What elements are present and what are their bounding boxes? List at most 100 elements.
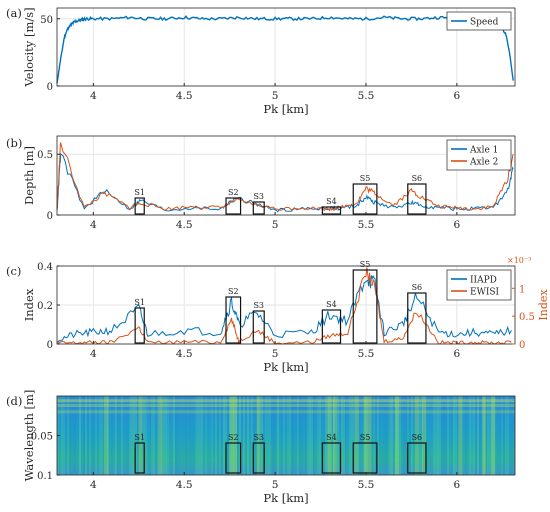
x-tick-label: 6 [453,90,460,102]
heatmap-streak [343,396,345,475]
heatmap-streak [281,396,283,475]
heatmap-streak [127,396,129,475]
heatmap-streak [95,396,97,475]
annotation-box-s2 [225,296,242,344]
heatmap-streak [331,396,333,475]
y-tick-label: 0.5 [37,150,53,161]
heatmap-bright-column-9 [363,396,368,475]
heatmap-streak [255,396,257,475]
heatmap-streak [239,396,241,475]
heatmap-streak [291,396,293,475]
heatmap-streak [293,396,295,475]
heatmap-streak [67,396,69,475]
x-tick-label: 5 [272,348,279,360]
x-tick-label: 4.5 [176,219,193,231]
y-axis-label: Velocity [m/s] [22,7,36,87]
heatmap-streak [327,396,329,475]
heatmap-streak [273,396,275,475]
x-tick-label: 5.5 [358,219,375,231]
heatmap-streak [267,396,269,475]
heatmap-streak [353,396,355,475]
heatmap-bright-column-15 [482,396,487,475]
heatmap-streak [131,396,133,475]
heatmap-bright-column-2 [158,396,163,475]
series-line-iiapd [56,274,512,344]
heatmap-streak [395,396,397,475]
heatmap-streak [369,396,371,475]
heatmap-streak [191,396,193,475]
heatmap-streak [105,396,107,475]
x-tick-label: 5.5 [358,348,375,360]
heatmap-streak [263,396,265,475]
heatmap-streak [183,396,185,475]
heatmap-streak [109,396,111,475]
heatmap-streak [393,396,395,475]
panel-c: S1 S2 S3 S4 S5 S6 4 4.5 5 5.5 6 0 0.2 0.4 0 0.5 1 ×10⁻³ In… [6,256,550,374]
annotation-label-s6: S6 [412,283,423,292]
heatmap-streak [447,396,449,475]
x-tick-label: 6 [453,479,460,491]
heatmap-streak [111,396,113,475]
heatmap-streak [445,396,447,475]
x-tick-label: 5 [272,219,279,231]
heatmap-streak [429,396,431,475]
heatmap-streak [389,396,391,475]
heatmap-streak [491,396,493,475]
heatmap-streak [499,396,501,475]
heatmap-streak [449,396,451,475]
heatmap-streak [351,396,353,475]
heatmap-streak [85,396,87,475]
heatmap-streak [277,396,279,475]
heatmap-streak [265,396,267,475]
axes-box [56,135,516,216]
annotation-box-s1 [134,197,145,215]
x-tick-label: 5.5 [358,90,375,102]
annotation-label-s4: S4 [326,197,337,206]
heatmap-streak [227,396,229,475]
heatmap-streak [323,396,325,475]
heatmap-streak [433,396,435,475]
annotation-box-s3 [252,442,265,474]
heatmap-streak [207,396,209,475]
annotation-label-s4: S4 [326,300,337,309]
heatmap-streak [297,396,299,475]
heatmap-streak [513,396,515,475]
annotation-box-s2 [225,197,242,215]
heatmap-streak [481,396,483,475]
x-axis-label: Pk [km] [263,360,308,374]
heatmap-streak [241,396,243,475]
heatmap-bright-column-4 [233,396,238,475]
annotation-label-s3: S3 [253,301,264,310]
heatmap-streak [475,396,477,475]
heatmap-streak [199,396,201,475]
heatmap-streak [193,396,195,475]
heatmap-streak [225,396,227,475]
heatmap-streak [507,396,509,475]
heatmap-streak [71,396,73,475]
heatmap-streak [149,396,151,475]
heatmap-streak [245,396,247,475]
heatmap-streak [177,396,179,475]
heatmap-streak [373,396,375,475]
heatmap-streak [247,396,249,475]
heatmap-streak [469,396,471,475]
legend-entry: IIAPD [470,276,497,286]
legend-entry: Axle 2 [469,158,498,168]
annotation-label-s2: S2 [228,188,239,197]
heatmap-streak [289,396,291,475]
heatmap-streak [221,396,223,475]
heatmap-streak [319,396,321,475]
heatmap-band-2 [57,410,515,414]
heatmap-bright-column-16 [491,396,496,475]
heatmap-streak [155,396,157,475]
heatmap-streak [365,396,367,475]
heatmap-streak [231,396,233,475]
heatmap-bright-column-0 [104,396,109,475]
heatmap-streak [213,396,215,475]
y2-tick-label: 1 [519,284,525,295]
heatmap-streak [427,396,429,475]
heatmap-streak [405,396,407,475]
heatmap-streak [147,396,149,475]
y-tick-label: 0 [47,340,53,351]
heatmap-streak [347,396,349,475]
